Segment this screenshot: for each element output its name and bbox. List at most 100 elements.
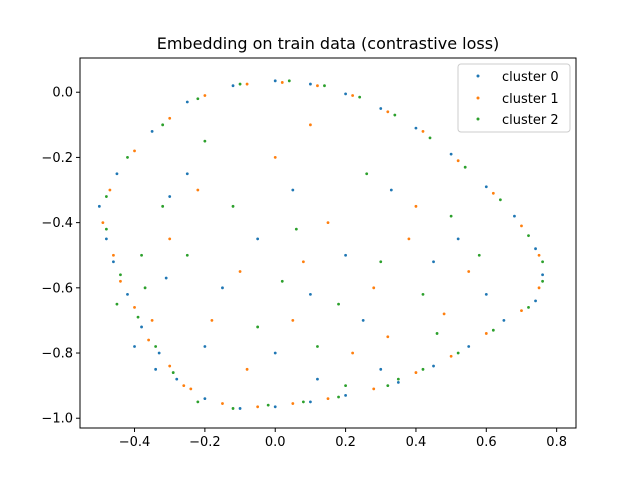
data-point-cluster-1: [245, 82, 249, 86]
y-tick-label: 0.0: [52, 86, 73, 101]
data-point-cluster-0: [502, 319, 506, 322]
data-point-cluster-0: [414, 126, 418, 130]
x-tick-label: −0.2: [189, 435, 221, 450]
data-point-cluster-1: [280, 81, 284, 84]
data-point-cluster-0: [456, 237, 460, 241]
data-point-cluster-2: [231, 204, 235, 208]
data-point-cluster-0: [541, 273, 544, 277]
data-point-cluster-0: [534, 299, 537, 303]
data-point-cluster-1: [168, 364, 172, 368]
data-point-cluster-2: [104, 195, 108, 198]
data-point-cluster-0: [432, 364, 435, 368]
data-point-cluster-2: [435, 332, 439, 335]
data-point-cluster-2: [231, 407, 235, 410]
data-point-cluster-2: [161, 204, 165, 208]
data-point-cluster-1: [203, 94, 207, 97]
data-point-cluster-2: [365, 172, 369, 176]
data-point-cluster-1: [326, 221, 330, 225]
legend-label-cluster-2: cluster 2: [502, 113, 559, 128]
data-point-cluster-2: [140, 253, 143, 257]
data-point-cluster-0: [344, 394, 347, 397]
data-point-cluster-1: [196, 188, 200, 192]
data-point-cluster-1: [537, 253, 541, 257]
data-point-cluster-2: [196, 97, 200, 101]
data-point-cluster-1: [520, 224, 523, 228]
data-point-cluster-1: [150, 319, 154, 322]
data-point-cluster-2: [456, 351, 460, 355]
data-point-cluster-0: [238, 407, 242, 410]
data-point-cluster-1: [119, 279, 122, 283]
y-axis: 0.0 −0.2 −0.4 −0.6 −0.8 −1.0: [41, 86, 80, 427]
data-point-cluster-0: [309, 82, 312, 86]
data-point-cluster-1: [456, 159, 460, 163]
x-tick-label: 0.2: [335, 435, 356, 450]
plot-frame: [79, 57, 577, 429]
data-point-cluster-2: [527, 305, 530, 309]
data-point-cluster-2: [358, 95, 362, 99]
legend-box: [457, 63, 571, 133]
data-point-cluster-2: [449, 214, 453, 218]
data-point-cluster-2: [171, 371, 175, 374]
data-point-cluster-1: [291, 402, 295, 405]
data-point-cluster-0: [273, 79, 277, 83]
x-tick-label: 0.8: [546, 435, 567, 450]
data-point-cluster-2: [498, 198, 502, 202]
points-layer: [97, 79, 544, 410]
data-point-cluster-1: [491, 191, 495, 195]
legend-marker-cluster-1: [476, 96, 480, 100]
data-point-cluster-0: [316, 377, 319, 381]
y-tick-label: −0.8: [41, 347, 73, 362]
data-point-cluster-2: [287, 79, 291, 83]
data-point-cluster-0: [203, 345, 207, 348]
data-point-cluster-2: [280, 279, 284, 283]
legend-marker-cluster-0: [476, 74, 480, 78]
data-point-cluster-0: [273, 351, 277, 355]
x-tick-label: 0.6: [476, 435, 497, 450]
data-point-cluster-0: [126, 292, 129, 296]
data-point-cluster-0: [379, 367, 383, 371]
data-point-cluster-0: [185, 172, 189, 176]
data-point-cluster-0: [154, 367, 158, 371]
data-point-cluster-2: [115, 302, 119, 306]
data-point-cluster-0: [133, 345, 136, 348]
data-point-cluster-1: [484, 332, 488, 335]
data-point-cluster-2: [301, 400, 305, 404]
data-point-cluster-0: [344, 92, 347, 96]
data-point-cluster-1: [449, 354, 453, 358]
data-point-cluster-0: [432, 260, 435, 264]
data-point-cluster-0: [231, 84, 235, 88]
data-point-cluster-0: [112, 260, 115, 264]
data-point-cluster-0: [361, 319, 365, 322]
data-point-cluster-0: [291, 188, 295, 192]
data-point-cluster-1: [182, 384, 186, 388]
data-point-cluster-2: [428, 136, 432, 140]
data-point-cluster-2: [104, 227, 108, 231]
data-point-cluster-1: [101, 221, 105, 225]
data-point-cluster-1: [168, 116, 172, 120]
data-point-cluster-1: [309, 123, 312, 127]
legend-label-cluster-1: cluster 1: [502, 92, 559, 107]
data-point-cluster-0: [256, 237, 260, 241]
data-point-cluster-2: [337, 302, 340, 306]
data-point-cluster-1: [189, 387, 193, 391]
data-point-cluster-1: [414, 371, 418, 374]
data-point-cluster-1: [326, 397, 330, 401]
data-point-cluster-0: [389, 188, 393, 192]
data-point-cluster-2: [136, 315, 140, 319]
legend-marker-cluster-2: [476, 117, 480, 121]
data-point-cluster-0: [449, 152, 453, 156]
data-point-cluster-1: [442, 312, 446, 316]
data-point-cluster-1: [291, 319, 295, 322]
data-point-cluster-1: [256, 405, 260, 409]
data-point-cluster-2: [256, 325, 260, 329]
data-point-cluster-2: [154, 345, 158, 348]
y-tick-label: −0.6: [41, 281, 73, 296]
data-point-cluster-2: [203, 139, 207, 143]
data-point-cluster-1: [386, 335, 390, 339]
data-point-cluster-2: [161, 123, 165, 127]
data-point-cluster-1: [147, 338, 151, 342]
data-point-cluster-0: [379, 107, 383, 110]
data-point-cluster-0: [484, 292, 488, 296]
data-point-cluster-1: [520, 309, 523, 313]
